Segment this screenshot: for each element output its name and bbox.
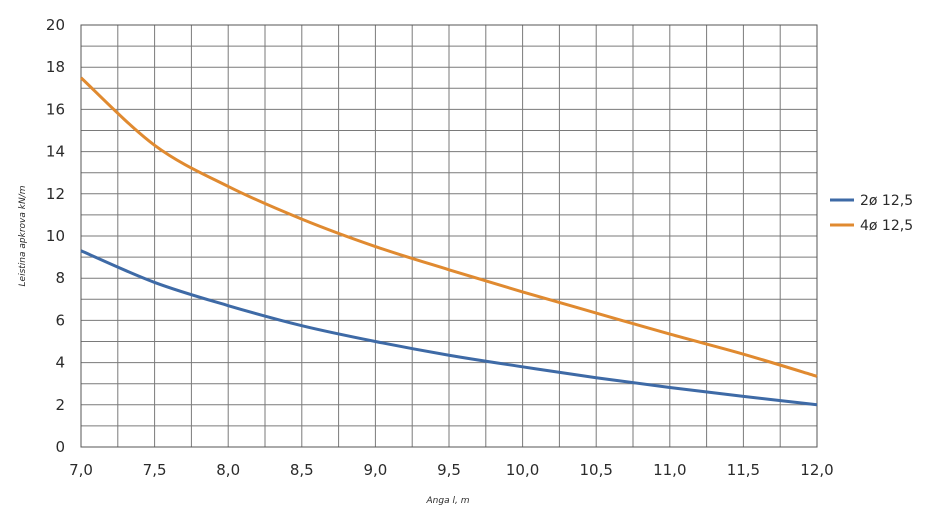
x-tick-label: 9,0 [363,461,387,479]
x-tick-label: 8,5 [290,461,314,479]
y-axis-label: Leistina apkrova kN/m [18,185,28,286]
y-tick-label: 0 [55,438,65,456]
y-tick-label: 12 [46,185,65,203]
y-tick-label: 8 [55,269,65,287]
grid [80,24,818,448]
y-tick-label: 6 [55,311,65,329]
y-tick-label: 16 [46,100,65,118]
x-tick-label: 8,0 [216,461,240,479]
legend-label-1: 2ø 12,5 [860,193,913,209]
x-axis-label: Anga l, m [426,496,470,506]
y-tick-label: 18 [46,58,65,76]
y-tick-label: 10 [46,227,65,245]
x-tick-label: 7,0 [69,461,93,479]
series-line-2 [79,76,818,378]
y-tick-label: 4 [55,354,65,372]
x-tick-label: 10,5 [579,461,612,479]
series-line-1 [80,249,818,407]
legend: 2ø 12,5 4ø 12,5 [830,193,913,234]
x-tick-label: 11,0 [653,461,686,479]
x-tick-label: 10,0 [506,461,539,479]
x-tick-label: 12,0 [800,461,833,479]
y-tick-label: 20 [46,16,65,34]
plot-area [80,24,818,448]
x-tick-label: 7,5 [143,461,167,479]
y-tick-label: 14 [46,143,65,161]
legend-label-2: 4ø 12,5 [860,218,913,234]
tick-labels: 7,0 7,5 8,0 8,5 9,0 9,5 10,0 10,5 11,0 11,5 12,0 0 2… [46,16,834,479]
x-tick-label: 11,5 [727,461,760,479]
series-lines [79,76,818,407]
y-tick-label: 2 [55,396,65,414]
x-tick-label: 9,5 [437,461,461,479]
